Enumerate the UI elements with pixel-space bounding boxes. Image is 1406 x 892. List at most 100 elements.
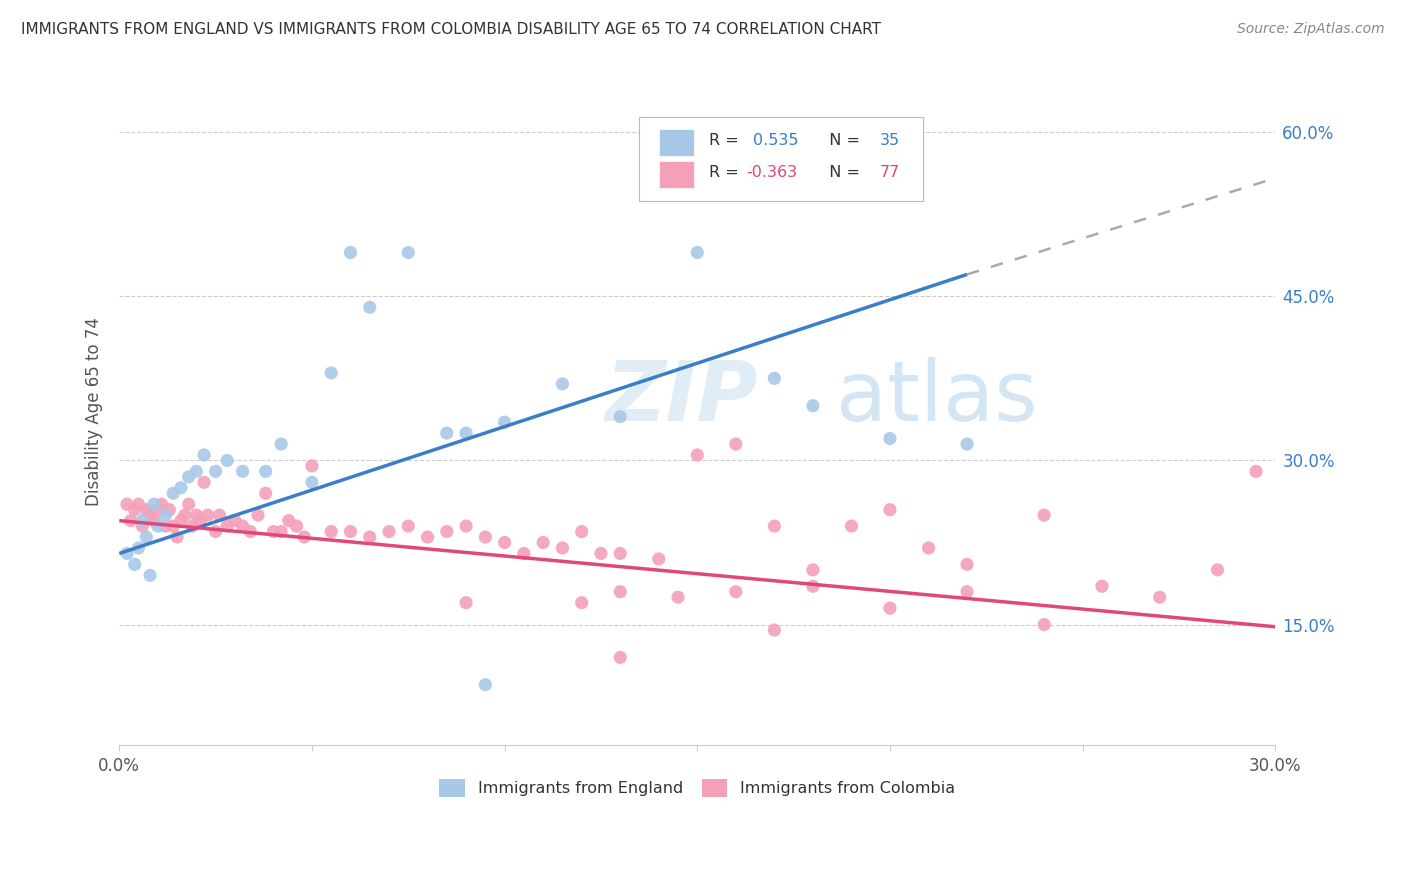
Point (416, 530, 439, 544)
Point (197, 508, 219, 523)
Text: ZIP: ZIP (605, 358, 758, 438)
Point (193, 448, 215, 462)
Point (1149, 591, 1171, 605)
Point (1206, 563, 1229, 577)
Point (436, 524, 458, 539)
Point (609, 409, 631, 424)
Point (396, 519, 419, 533)
Text: 35: 35 (880, 133, 900, 148)
Point (146, 519, 169, 533)
Point (1033, 508, 1056, 523)
Point (131, 514, 153, 528)
Point (292, 530, 315, 544)
Point (801, 563, 824, 577)
Point (879, 432, 901, 446)
Point (648, 552, 671, 566)
Point (396, 245, 419, 260)
Point (162, 486, 184, 500)
Point (531, 535, 554, 549)
Point (879, 601, 901, 615)
Text: 0.535: 0.535 (752, 133, 799, 148)
Point (321, 524, 343, 539)
Point (139, 508, 162, 523)
Point (177, 497, 200, 511)
Point (513, 546, 536, 560)
Point (254, 486, 277, 500)
Point (120, 514, 142, 528)
Point (139, 568, 162, 582)
Point (454, 596, 477, 610)
Point (115, 497, 138, 511)
Text: IMMIGRANTS FROM ENGLAND VS IMMIGRANTS FROM COLOMBIA DISABILITY AGE 65 TO 74 CORR: IMMIGRANTS FROM ENGLAND VS IMMIGRANTS FR… (21, 22, 882, 37)
Point (217, 453, 239, 467)
Point (208, 508, 231, 523)
Point (186, 464, 208, 478)
Point (609, 546, 631, 560)
Point (155, 519, 177, 533)
Point (686, 448, 709, 462)
Point (724, 584, 747, 599)
Text: 77: 77 (880, 165, 900, 179)
Point (686, 245, 709, 260)
Point (841, 519, 863, 533)
Text: Source: ZipAtlas.com: Source: ZipAtlas.com (1237, 22, 1385, 37)
Point (124, 502, 146, 516)
Point (474, 678, 496, 692)
Point (181, 519, 204, 533)
Point (494, 535, 516, 549)
Point (801, 399, 824, 413)
Point (142, 514, 165, 528)
Point (162, 519, 184, 533)
Point (551, 376, 574, 391)
Point (146, 502, 169, 516)
Text: atlas: atlas (837, 358, 1038, 438)
Point (204, 464, 226, 478)
Legend: Immigrants from England, Immigrants from Colombia: Immigrants from England, Immigrants from… (433, 772, 962, 804)
Point (763, 623, 786, 637)
Point (232, 519, 254, 533)
Bar (659, 161, 693, 187)
Point (917, 541, 939, 555)
Point (277, 514, 299, 528)
Point (186, 508, 208, 523)
Point (217, 519, 239, 533)
Point (285, 519, 308, 533)
Point (157, 502, 180, 516)
Point (494, 415, 516, 429)
Point (551, 541, 574, 555)
Point (571, 524, 593, 539)
Point (359, 530, 381, 544)
Point (170, 481, 193, 495)
Point (454, 426, 477, 441)
Point (135, 530, 157, 544)
Y-axis label: Disability Age 65 to 74: Disability Age 65 to 74 (86, 317, 103, 506)
Point (173, 508, 195, 523)
Point (763, 371, 786, 385)
Point (150, 497, 173, 511)
Point (155, 508, 177, 523)
Point (589, 546, 612, 560)
Point (359, 300, 381, 314)
Point (254, 464, 277, 478)
Text: N =: N = (818, 165, 865, 179)
Point (879, 502, 901, 516)
Point (115, 546, 138, 560)
Point (321, 366, 343, 380)
Point (956, 558, 979, 572)
Point (571, 596, 593, 610)
Text: N =: N = (818, 133, 865, 148)
Text: R =: R = (709, 165, 744, 179)
Point (142, 497, 165, 511)
Point (193, 475, 215, 490)
Point (801, 579, 824, 593)
Point (666, 591, 689, 605)
Point (131, 519, 153, 533)
Bar (659, 128, 693, 155)
Point (724, 437, 747, 451)
Point (454, 519, 477, 533)
Point (239, 524, 262, 539)
Point (188, 514, 211, 528)
Point (763, 519, 786, 533)
Point (270, 524, 292, 539)
Point (270, 437, 292, 451)
